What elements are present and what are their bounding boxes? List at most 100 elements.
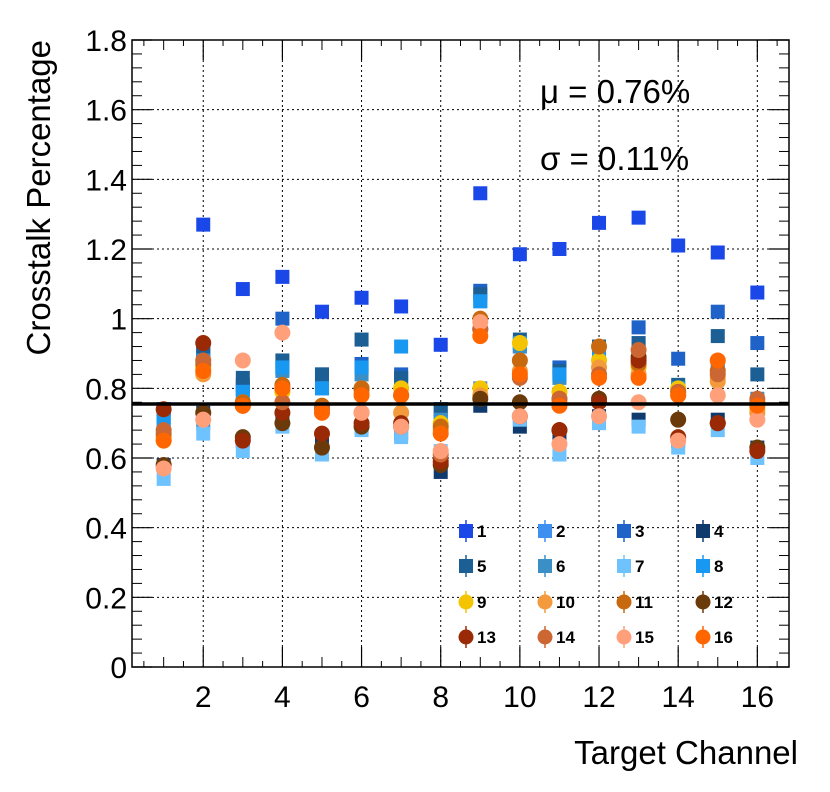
point-series-12 — [313, 439, 330, 456]
point-series-5 — [314, 367, 329, 382]
point-series-16 — [670, 387, 687, 404]
legend-marker-6 — [538, 559, 552, 573]
x-axis-title: Target Channel — [574, 734, 798, 771]
point-series-5 — [750, 367, 765, 382]
point-series-3 — [750, 336, 765, 351]
point-series-8 — [473, 294, 488, 309]
y-tick-label: 1 — [110, 304, 127, 337]
point-series-15 — [195, 411, 212, 428]
x-tick-label: 8 — [432, 681, 449, 714]
legend-label-6: 6 — [556, 557, 565, 576]
point-series-1 — [394, 299, 409, 314]
mu-label: μ = 0.76% — [540, 73, 690, 110]
point-series-1 — [631, 210, 646, 225]
point-series-8 — [394, 339, 409, 354]
point-series-11 — [511, 352, 528, 369]
point-series-15 — [551, 436, 568, 453]
legend-label-8: 8 — [714, 557, 723, 576]
point-series-15 — [274, 324, 291, 341]
y-axis-title: Crosstalk Percentage — [20, 40, 57, 355]
legend-label-7: 7 — [635, 557, 644, 576]
point-series-3 — [710, 304, 725, 319]
point-series-1 — [235, 282, 250, 297]
point-series-1 — [552, 242, 567, 256]
point-series-3 — [671, 351, 686, 366]
point-series-1 — [314, 304, 329, 319]
point-series-16 — [393, 387, 410, 404]
point-series-12 — [670, 411, 687, 428]
legend-label-9: 9 — [477, 593, 486, 612]
point-series-1 — [473, 186, 488, 201]
legend-marker-9 — [458, 594, 474, 610]
point-series-5 — [354, 332, 369, 347]
x-tick-label: 6 — [353, 681, 370, 714]
y-tick-label: 1.2 — [85, 234, 127, 267]
legend-marker-15 — [616, 629, 632, 645]
point-series-13 — [195, 335, 212, 352]
legend-marker-7 — [617, 559, 631, 573]
y-tick-label: 0.4 — [85, 513, 127, 546]
point-series-1 — [671, 238, 686, 253]
point-series-13 — [234, 432, 251, 449]
point-series-15 — [155, 460, 172, 477]
point-series-15 — [670, 432, 687, 449]
point-series-13 — [313, 425, 330, 442]
point-series-16 — [353, 387, 370, 404]
legend-label-10: 10 — [556, 593, 575, 612]
point-series-15 — [591, 408, 608, 425]
point-series-16 — [313, 404, 330, 421]
y-tick-label: 0.8 — [85, 373, 127, 406]
plot-frame — [131, 39, 790, 668]
point-series-11 — [591, 338, 608, 355]
point-series-13 — [709, 415, 726, 432]
point-series-8 — [275, 360, 290, 375]
point-series-1 — [354, 290, 369, 305]
legend-marker-1 — [459, 524, 473, 538]
point-series-14 — [630, 342, 647, 359]
point-series-5 — [235, 370, 250, 385]
point-series-16 — [274, 380, 291, 397]
legend-label-12: 12 — [714, 593, 733, 612]
point-series-1 — [512, 247, 527, 262]
point-series-16 — [432, 425, 449, 442]
point-series-15 — [709, 387, 726, 404]
legend-label-2: 2 — [556, 522, 565, 541]
legend-label-3: 3 — [635, 522, 644, 541]
point-series-1 — [433, 337, 448, 352]
legend-marker-16 — [695, 629, 711, 645]
point-series-15 — [749, 411, 766, 428]
y-tick-label: 1.4 — [85, 164, 127, 197]
point-series-16 — [591, 369, 608, 386]
legend-label-13: 13 — [477, 628, 496, 647]
data-points — [155, 186, 766, 486]
point-series-8 — [354, 360, 369, 375]
legend-label-11: 11 — [635, 593, 653, 612]
y-tick-label: 1.8 — [85, 25, 127, 58]
legend-marker-3 — [617, 524, 631, 538]
legend-label-15: 15 — [635, 628, 654, 647]
y-tick-label: 1.6 — [85, 95, 127, 128]
point-series-15 — [353, 404, 370, 421]
legend-marker-10 — [537, 594, 553, 610]
point-series-16 — [472, 328, 489, 345]
legend-label-4: 4 — [714, 522, 724, 541]
point-series-8 — [314, 381, 329, 396]
legend-marker-8 — [696, 559, 710, 573]
legend-marker-2 — [538, 524, 552, 538]
point-series-1 — [275, 269, 290, 284]
point-series-13 — [551, 422, 568, 439]
x-tick-label: 2 — [195, 681, 212, 714]
legend-label-5: 5 — [477, 557, 486, 576]
point-series-1 — [710, 245, 725, 260]
point-series-13 — [749, 443, 766, 460]
point-series-16 — [155, 432, 172, 449]
point-series-15 — [511, 408, 528, 425]
point-series-5 — [710, 329, 725, 344]
point-series-16 — [511, 366, 528, 383]
point-series-14 — [709, 366, 726, 383]
legend-label-14: 14 — [556, 628, 575, 647]
x-tick-label: 14 — [661, 681, 694, 714]
